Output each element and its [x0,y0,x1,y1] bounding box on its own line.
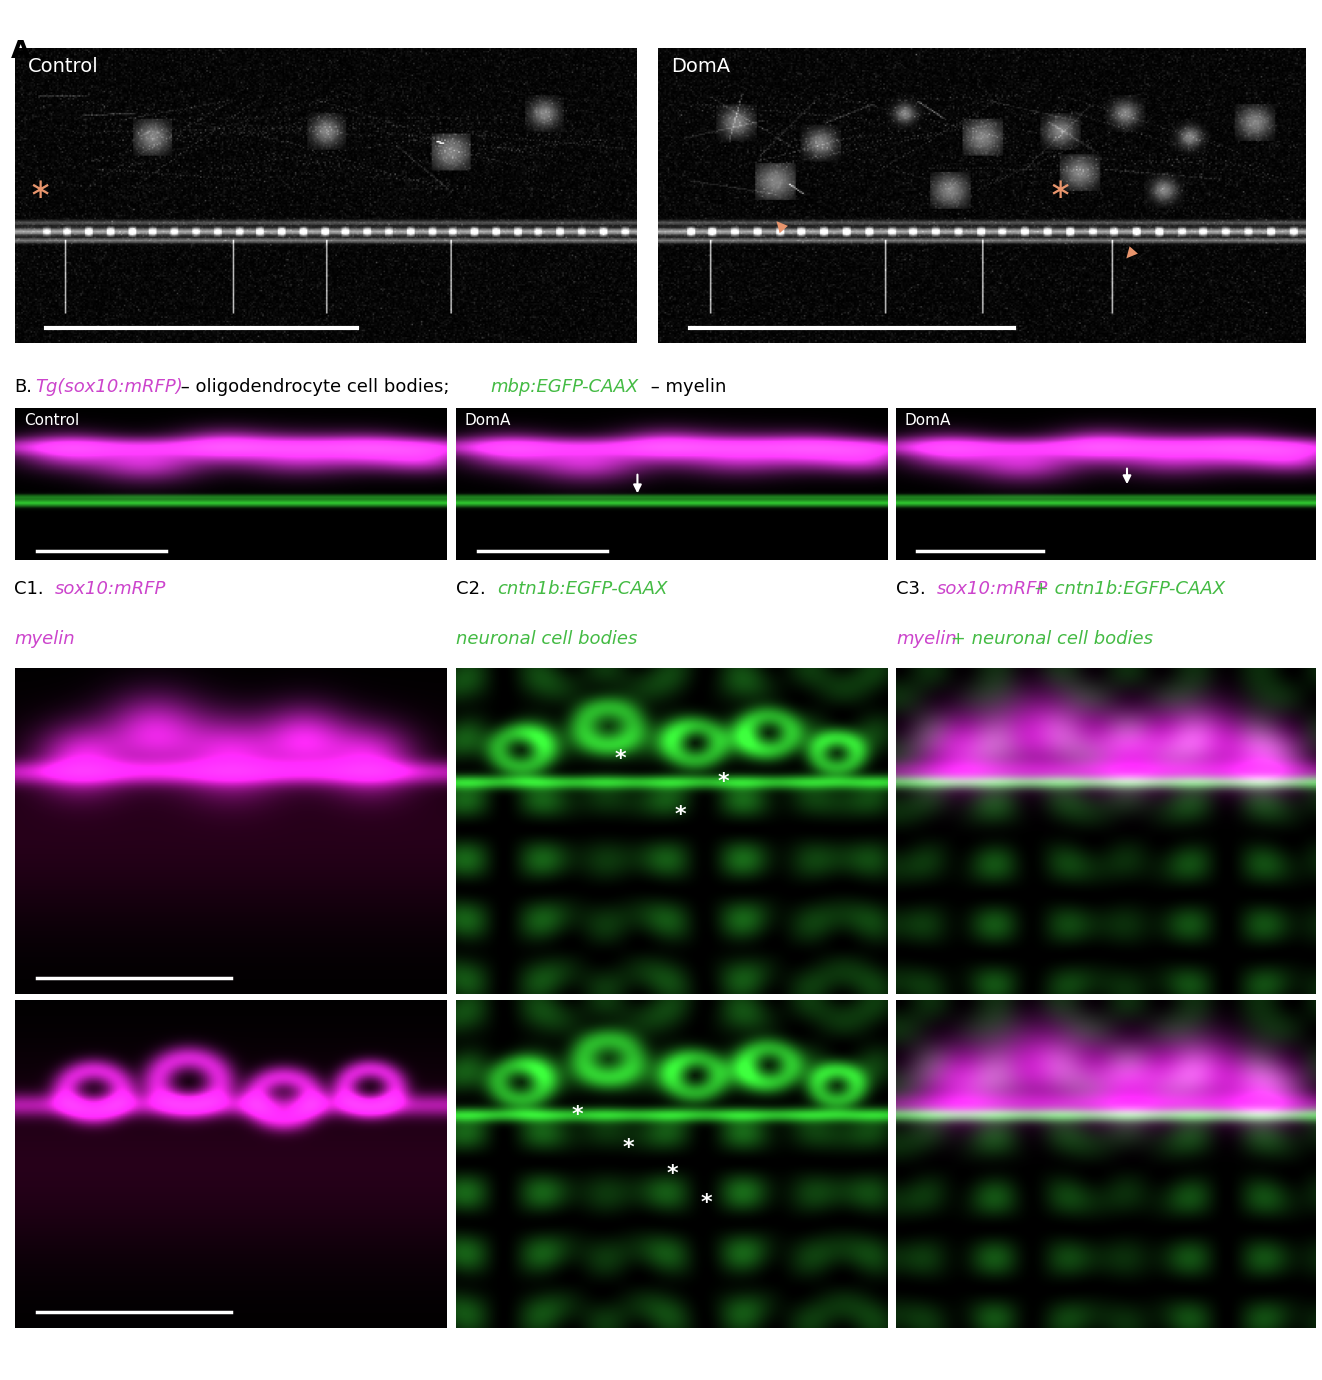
Text: myelin: myelin [896,631,957,649]
Text: – myelin: – myelin [645,378,726,396]
Text: *: * [571,1105,583,1125]
Text: *: * [701,1194,713,1213]
Text: ∗: ∗ [28,175,52,204]
Text: *: * [674,805,686,825]
Text: A.: A. [11,39,40,62]
Text: C2.: C2. [456,580,485,598]
Text: Control: Control [28,57,98,76]
Text: neuronal cell bodies: neuronal cell bodies [456,631,637,649]
Text: DomA: DomA [904,413,951,428]
Text: – oligodendrocyte cell bodies;: – oligodendrocyte cell bodies; [175,378,455,396]
Text: ∗: ∗ [1048,175,1071,204]
Text: *: * [615,749,627,769]
Text: myelin: myelin [15,631,74,649]
Text: + cntn1b:EGFP-CAAX: + cntn1b:EGFP-CAAX [1029,580,1225,598]
Text: C1.: C1. [15,580,44,598]
Text: C3.: C3. [896,580,925,598]
Text: Tg(sox10:mRFP): Tg(sox10:mRFP) [34,378,182,396]
Text: *: * [718,771,730,792]
Text: Control: Control [24,413,79,428]
Text: sox10:mRFP: sox10:mRFP [56,580,167,598]
Text: cntn1b:EGFP-CAAX: cntn1b:EGFP-CAAX [497,580,668,598]
Text: DomA: DomA [672,57,730,76]
Text: *: * [623,1137,635,1158]
Text: DomA: DomA [464,413,512,428]
Text: + neuronal cell bodies: + neuronal cell bodies [945,631,1153,649]
Text: B.: B. [15,378,32,396]
Text: sox10:mRFP: sox10:mRFP [937,580,1048,598]
Text: *: * [666,1163,678,1184]
Text: mbp:EGFP-CAAX: mbp:EGFP-CAAX [490,378,639,396]
